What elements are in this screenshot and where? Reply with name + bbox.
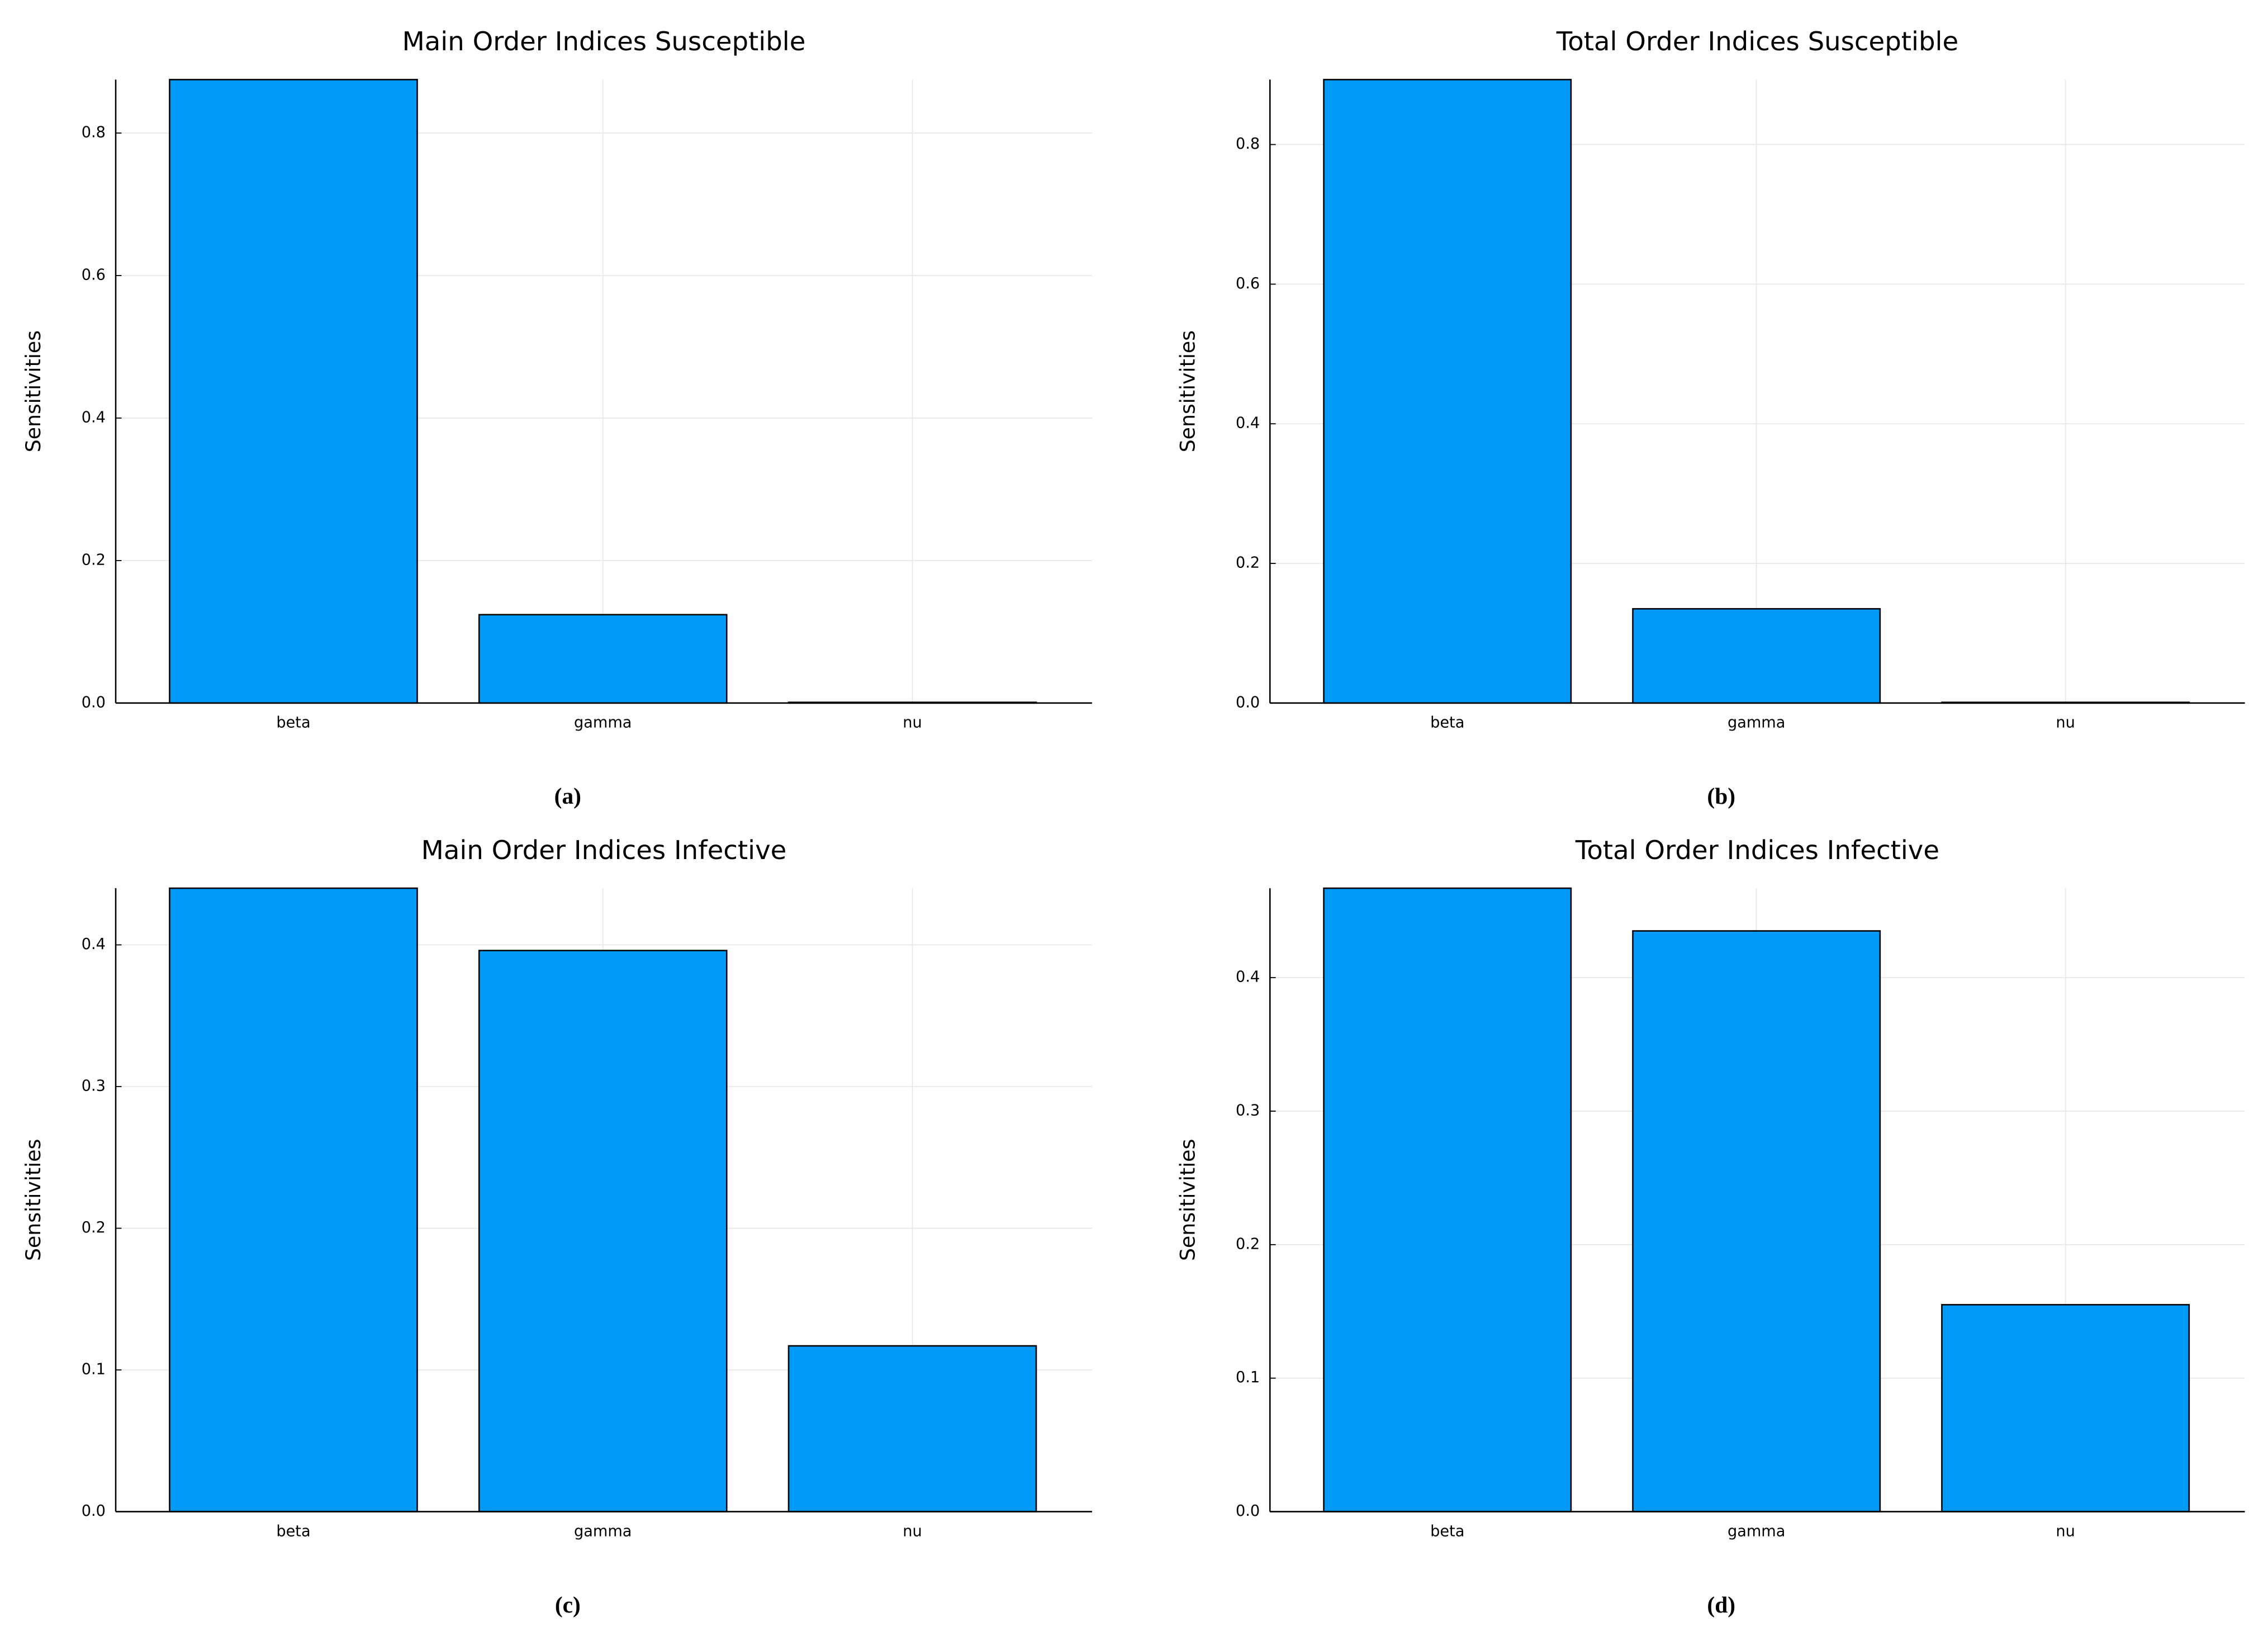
x-tick-label: nu	[2056, 1523, 2075, 1540]
y-tick-label: 0.0	[82, 1502, 106, 1520]
y-tick-label: 0.4	[82, 936, 106, 953]
chart-title: Main Order Indices Susceptible	[402, 26, 806, 56]
x-tick-label: nu	[903, 1523, 922, 1540]
y-tick-label: 0.0	[1236, 694, 1260, 711]
caption: (c)	[555, 1592, 581, 1618]
y-axis-label: Sensitivities	[1175, 1139, 1199, 1261]
x-tick-label: gamma	[574, 1523, 632, 1540]
x-tick-label: gamma	[574, 714, 632, 732]
y-tick-label: 0.4	[1236, 415, 1260, 432]
y-tick-label: 0.6	[1236, 275, 1260, 292]
bar	[169, 79, 418, 704]
y-axis-label: Sensitivities	[1175, 330, 1199, 452]
bar	[1632, 930, 1881, 1512]
x-tick-label: gamma	[1728, 714, 1785, 732]
x-tick-label: beta	[276, 1523, 310, 1540]
y-tick-label: 0.4	[82, 409, 106, 426]
y-tick-label: 0.1	[82, 1361, 106, 1378]
y-tick-label: 0.8	[1236, 135, 1260, 153]
y-tick-label: 0.2	[82, 551, 106, 568]
x-tick-label: beta	[1430, 714, 1464, 732]
x-tick-label: gamma	[1728, 1523, 1785, 1540]
y-tick-label: 0.1	[1236, 1369, 1260, 1386]
bar	[1323, 887, 1572, 1512]
y-tick-label: 0.2	[1236, 1235, 1260, 1253]
y-tick-label: 0.0	[82, 694, 106, 711]
x-tick-label: nu	[2056, 714, 2075, 732]
caption: (a)	[554, 783, 581, 809]
y-tick-label: 0.8	[82, 124, 106, 141]
bar	[478, 614, 728, 704]
y-axis-label: Sensitivities	[21, 330, 45, 452]
y-tick-label: 0.2	[1236, 554, 1260, 572]
bar	[1632, 608, 1881, 704]
x-tick-label: nu	[903, 714, 922, 732]
x-tick-label: beta	[1430, 1523, 1464, 1540]
y-tick-label: 0.4	[1236, 969, 1260, 986]
y-tick-label: 0.2	[82, 1219, 106, 1236]
y-tick-label: 0.3	[82, 1078, 106, 1095]
chart-title: Main Order Indices Infective	[421, 835, 787, 865]
bar	[1323, 79, 1572, 704]
y-axis-label: Sensitivities	[21, 1139, 45, 1261]
y-tick-label: 0.6	[82, 266, 106, 283]
chart-title: Total Order Indices Infective	[1575, 835, 1939, 865]
x-tick-label: beta	[276, 714, 310, 732]
bar	[169, 887, 418, 1512]
chart-title: Total Order Indices Susceptible	[1556, 26, 1958, 56]
caption: (b)	[1707, 783, 1735, 809]
bar	[478, 950, 728, 1512]
bar	[787, 1345, 1037, 1512]
y-tick-label: 0.0	[1236, 1502, 1260, 1520]
bar	[1941, 1304, 2190, 1512]
y-tick-label: 0.3	[1236, 1102, 1260, 1119]
caption: (d)	[1707, 1592, 1735, 1618]
